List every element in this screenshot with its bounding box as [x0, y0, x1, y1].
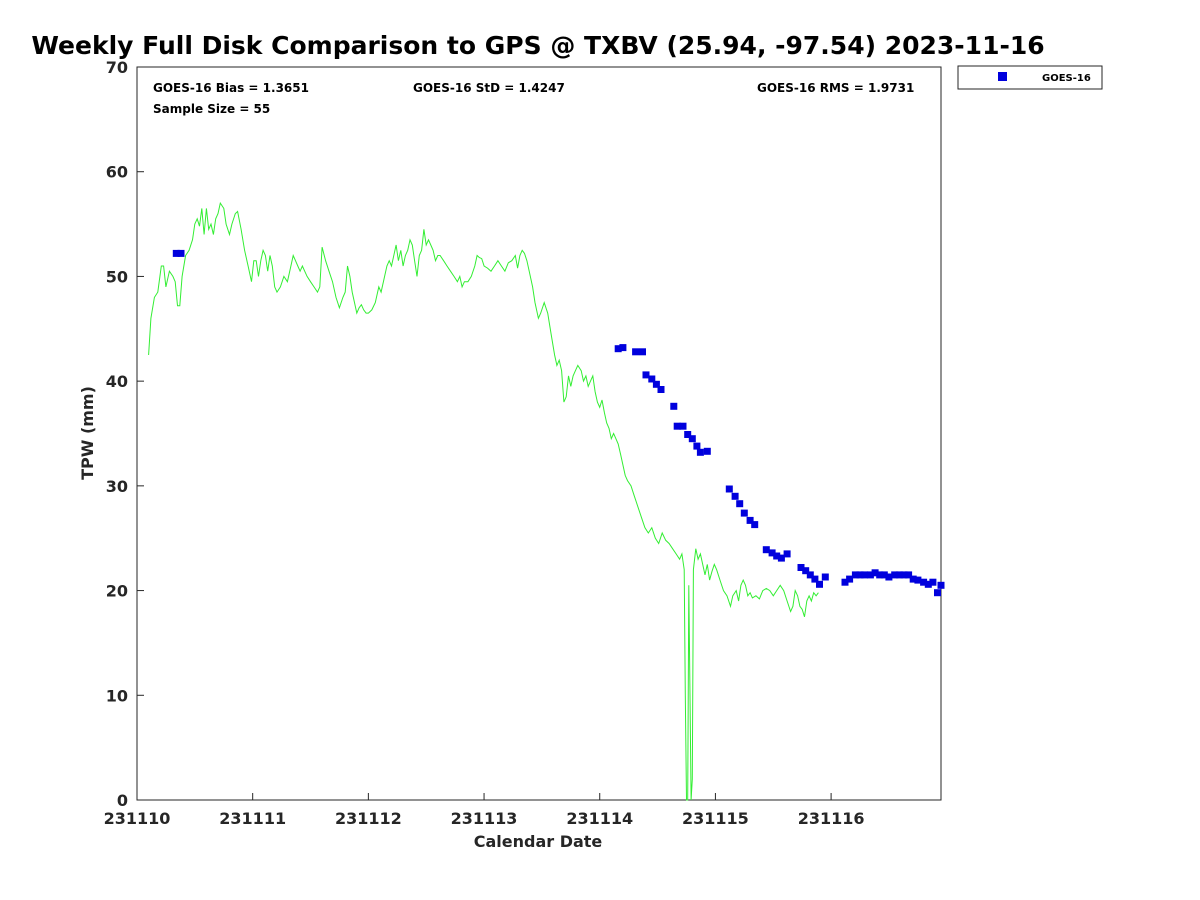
goes-data-point: [777, 554, 785, 562]
goes-data-point: [751, 521, 759, 529]
x-axis: 231110 231111 231112 231113 231114 231115 2311…: [104, 793, 865, 828]
gps-series-line: [148, 201, 819, 801]
goes-series-points: [172, 249, 945, 597]
goes-data-point: [652, 380, 660, 388]
goes-data-point: [937, 581, 945, 589]
goes-data-point: [783, 550, 791, 558]
x-tick-label: 231116: [798, 809, 865, 828]
x-tick-label: 231112: [335, 809, 402, 828]
y-tick-label: 30: [106, 477, 128, 496]
goes-data-point: [670, 402, 678, 410]
goes-data-point: [688, 435, 696, 443]
goes-data-point: [632, 348, 640, 356]
y-tick-label: 20: [106, 582, 128, 601]
goes-data-point: [619, 344, 627, 352]
legend-marker: [998, 72, 1007, 81]
goes-data-point: [725, 485, 733, 493]
goes-data-point: [856, 571, 864, 579]
goes-data-point: [696, 448, 704, 456]
goes-data-point: [876, 571, 884, 579]
goes-data-point: [731, 492, 739, 500]
goes-data-point: [811, 575, 819, 583]
goes-data-point: [909, 575, 917, 583]
x-tick-label: 231110: [104, 809, 171, 828]
goes-data-point: [736, 500, 744, 508]
goes-data-point: [703, 447, 711, 455]
goes-data-point: [851, 571, 859, 579]
rms-stat: GOES-16 RMS = 1.9731: [757, 81, 914, 95]
goes-data-point: [648, 375, 656, 383]
goes-data-point: [177, 249, 185, 257]
std-stat: GOES-16 StD = 1.4247: [413, 81, 565, 95]
legend-box: [957, 65, 1103, 90]
goes-data-point: [762, 546, 770, 554]
bias-stat: GOES-16 Bias = 1.3651: [153, 81, 309, 95]
goes-data-point: [934, 589, 941, 597]
goes-data-point: [679, 422, 687, 430]
goes-data-point: [914, 576, 922, 584]
goes-data-point: [773, 552, 781, 560]
y-tick-label: 40: [106, 372, 128, 391]
goes-data-point: [693, 442, 701, 450]
goes-data-point: [172, 249, 180, 257]
legend-label: GOES-16: [1042, 73, 1091, 84]
goes-data-point: [802, 567, 810, 575]
goes-data-point: [816, 580, 823, 588]
sample-size-stat: Sample Size = 55: [153, 102, 270, 116]
x-tick-label: 231115: [682, 809, 749, 828]
chart-title: Weekly Full Disk Comparison to GPS @ TXB…: [31, 31, 1044, 60]
y-tick-label: 60: [106, 163, 128, 182]
goes-data-point: [797, 564, 805, 571]
goes-data-point: [900, 571, 908, 579]
plot-frame: [136, 66, 942, 801]
goes-data-point: [657, 386, 665, 393]
y-axis-label: TPW (mm): [78, 386, 97, 480]
y-tick-label: 50: [106, 267, 128, 286]
goes-data-point: [841, 578, 849, 586]
goes-data-point: [740, 509, 748, 517]
legend: GOES-16: [957, 65, 1103, 90]
plot-area: [148, 201, 945, 801]
goes-data-point: [891, 571, 899, 579]
goes-data-point: [871, 569, 879, 577]
goes-data-point: [920, 578, 928, 586]
goes-data-point: [846, 575, 854, 583]
goes-data-point: [866, 571, 874, 579]
goes-data-point: [806, 571, 814, 579]
x-tick-label: 231111: [219, 809, 286, 828]
goes-data-point: [673, 422, 681, 430]
goes-data-point: [684, 431, 692, 438]
x-axis-label: Calendar Date: [474, 832, 603, 851]
goes-data-point: [821, 573, 829, 581]
goes-data-point: [905, 571, 913, 579]
goes-data-point: [924, 580, 932, 588]
goes-data-point: [746, 516, 754, 524]
goes-data-point: [768, 549, 776, 557]
x-tick-label: 231113: [451, 809, 518, 828]
goes-data-point: [885, 573, 893, 581]
goes-data-point: [861, 571, 869, 579]
y-tick-label: 10: [106, 686, 128, 705]
goes-data-point: [929, 578, 937, 586]
goes-data-point: [642, 371, 650, 379]
x-tick-label: 231114: [566, 809, 633, 828]
y-axis: 0 10 20 30 40 50 60 70: [106, 58, 144, 810]
y-tick-label: 0: [117, 791, 128, 810]
goes-data-point: [639, 348, 646, 356]
y-tick-label: 70: [106, 58, 128, 77]
goes-data-point: [880, 571, 888, 579]
goes-data-point: [614, 345, 622, 353]
goes-data-point: [895, 571, 903, 579]
